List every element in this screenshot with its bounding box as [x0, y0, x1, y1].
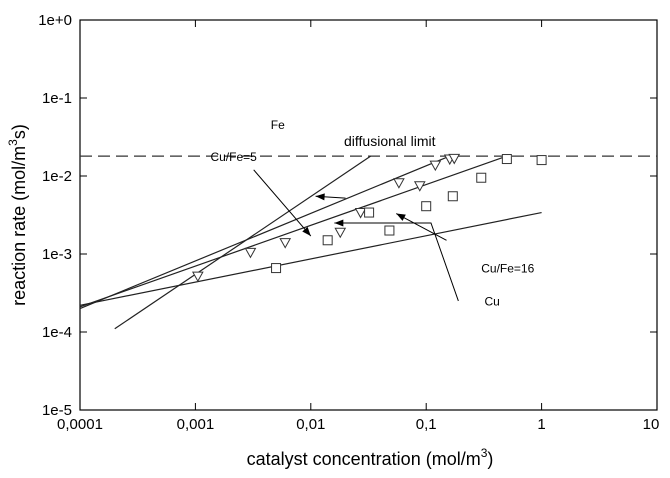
square-marker — [421, 201, 432, 212]
annotation-arrowhead-cu-fe-16 — [396, 213, 406, 221]
triangle-marker — [448, 153, 461, 165]
x-axis-title: catalyst concentration (mol/m3) — [247, 446, 494, 469]
y-tick-label: 1e+0 — [38, 12, 72, 29]
annotation-fe: Fe — [271, 118, 285, 132]
fit-line-cu — [79, 211, 542, 306]
y-tick-label: 1e-1 — [42, 90, 72, 107]
triangle-marker — [334, 227, 347, 239]
annotation-cu-fe-5: Cu/Fe=5 — [210, 150, 257, 164]
annotation-cu: Cu — [484, 294, 499, 308]
fit-line-cu-fe-16 — [79, 155, 508, 308]
x-tick-label: 0,1 — [416, 416, 437, 433]
diffusional-limit-label: diffusional limit — [344, 133, 436, 149]
triangle-marker — [393, 178, 405, 189]
fit-line-cu-fe-5 — [79, 155, 450, 310]
y-tick-label: 1e-4 — [42, 324, 72, 341]
square-marker — [501, 154, 512, 165]
triangle-marker — [279, 238, 292, 249]
y-tick-label: 1e-2 — [42, 168, 72, 185]
fit-line-fe — [114, 155, 371, 330]
square-marker — [447, 191, 458, 202]
annotation-arrow-cu — [334, 222, 459, 302]
annotation-arrowhead-fe — [315, 193, 325, 201]
triangle-marker — [191, 271, 204, 283]
y-tick-label: 1e-3 — [42, 246, 72, 263]
plot-frame — [79, 19, 658, 411]
annotation-arrowhead-cu — [334, 219, 344, 227]
annotation-arrowhead-cu-fe-5 — [302, 226, 311, 237]
annotation-arrow-cu-fe-16 — [396, 213, 447, 241]
triangle-marker — [413, 181, 426, 192]
annotation-arrow-cu-fe-5 — [253, 169, 312, 237]
triangle-marker — [244, 247, 257, 259]
x-tick-label: 1 — [537, 416, 545, 433]
x-tick-label: 10 — [643, 416, 660, 433]
y-axis-title: reaction rate (mol/m3s) — [6, 124, 29, 306]
square-marker — [384, 225, 395, 236]
x-tick-label: 0,01 — [296, 416, 325, 433]
triangle-marker — [429, 160, 442, 172]
triangle-marker — [354, 208, 367, 219]
square-marker — [271, 263, 282, 274]
square-marker — [476, 172, 487, 183]
square-marker — [536, 155, 547, 166]
y-tick-label: 1e-5 — [42, 402, 72, 419]
square-marker — [364, 207, 375, 218]
annotation-cu-fe-16: Cu/Fe=16 — [481, 261, 534, 275]
x-tick-label: 0,001 — [177, 416, 215, 433]
x-tick-label: 0,0001 — [57, 416, 103, 433]
square-marker — [322, 235, 333, 246]
